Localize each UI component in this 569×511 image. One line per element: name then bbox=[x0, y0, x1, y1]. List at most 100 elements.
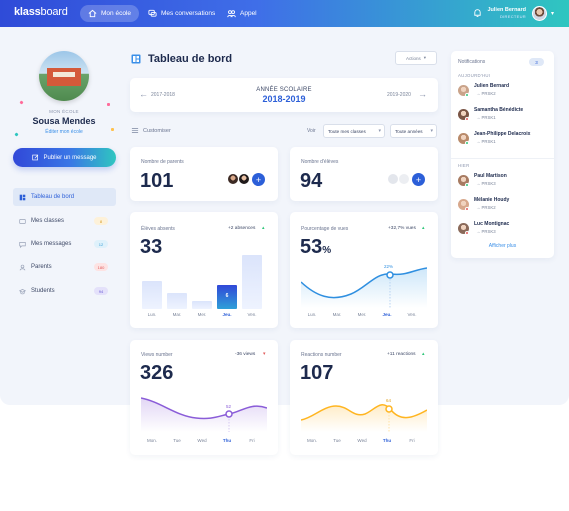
views-num-line bbox=[141, 397, 267, 420]
bar-data-label: 6 bbox=[225, 293, 229, 299]
x-tick-label: Tue bbox=[173, 438, 181, 443]
edit-school-link[interactable]: Éditer mon école bbox=[45, 129, 83, 135]
notification-class: → PRSK1 bbox=[476, 115, 496, 120]
x-tick-label: Mon. bbox=[146, 438, 157, 443]
status-dot bbox=[465, 207, 469, 211]
avatar[interactable] bbox=[458, 109, 469, 120]
dashboard-icon bbox=[131, 54, 141, 64]
bar-Mer.[interactable] bbox=[192, 301, 212, 309]
students-value: 94 bbox=[300, 170, 323, 192]
count-badge: 180 bbox=[94, 263, 108, 271]
chevron-down-icon: ▾ bbox=[430, 128, 433, 134]
reactions-area bbox=[301, 404, 427, 432]
avatar bbox=[238, 173, 250, 185]
trend-up-icon: ▴ bbox=[262, 226, 265, 231]
message-icon bbox=[19, 241, 26, 248]
notification-name[interactable]: Jean-Philippe Delacroix bbox=[474, 131, 531, 137]
x-tick-label: Mon. bbox=[306, 438, 317, 443]
views-pct-number: 53 bbox=[300, 236, 323, 258]
x-tick-label: Mer. bbox=[357, 312, 367, 317]
avatar[interactable] bbox=[458, 175, 469, 186]
parents-value: 101 bbox=[140, 170, 174, 192]
reactions-card bbox=[290, 340, 438, 455]
views-pct-line bbox=[301, 267, 427, 299]
notification-name[interactable]: Luc Montignac bbox=[474, 221, 510, 227]
chevron-down-icon: ▾ bbox=[378, 128, 381, 134]
count-badge: 94 bbox=[94, 287, 108, 295]
notification-name[interactable]: Paul Martison bbox=[474, 173, 507, 179]
status-dot bbox=[465, 231, 469, 235]
nav-label: Mes conversations bbox=[161, 10, 216, 17]
classes-select[interactable]: Toute mes classes ▾ bbox=[323, 124, 385, 138]
sidebar-item-mes-messages[interactable]: Mes messages 12 bbox=[13, 235, 116, 253]
actions-dropdown[interactable]: Actions ▾ bbox=[395, 51, 437, 65]
sidebar-item-mes-classes[interactable]: Mes classes 8 bbox=[13, 212, 116, 230]
x-tick-label: Lun. bbox=[307, 312, 317, 317]
dashboard-icon bbox=[19, 194, 26, 200]
sidebar-item-students[interactable]: Students 94 bbox=[13, 282, 116, 300]
reactions-label: Reactions number bbox=[301, 352, 342, 358]
status-dot bbox=[465, 183, 469, 187]
views-num-area bbox=[141, 398, 267, 432]
years-select[interactable]: Toute années ▾ bbox=[390, 124, 437, 138]
notification-name[interactable]: Mélanie Houdy bbox=[474, 197, 510, 203]
publish-message-button[interactable]: Publier un message bbox=[13, 148, 116, 167]
bar-Jeu.[interactable]: 6 bbox=[217, 285, 237, 309]
x-tick-label: Wed bbox=[357, 438, 367, 443]
reactions-point-label: 64 bbox=[386, 398, 392, 403]
views-num-label: Views number bbox=[141, 352, 173, 358]
highlight-point[interactable] bbox=[225, 410, 233, 418]
highlight-point[interactable] bbox=[386, 271, 394, 279]
chevron-down-icon[interactable]: ▾ bbox=[551, 11, 555, 17]
avatar bbox=[398, 173, 410, 185]
x-tick-label: Thu bbox=[222, 438, 232, 443]
absent-chip: +2 absences bbox=[228, 226, 256, 231]
nav-mon-ecole[interactable]: Mon école bbox=[80, 5, 139, 22]
view-label: Voir bbox=[307, 128, 316, 134]
nav-mes-conversations[interactable]: Mes conversations bbox=[140, 5, 223, 22]
arrow-left-icon[interactable]: ← bbox=[139, 89, 148, 99]
notifications-title: Notifications bbox=[458, 59, 486, 65]
bar-Lun.[interactable] bbox=[142, 281, 162, 309]
sidebar-item-label: Parents bbox=[31, 264, 52, 270]
avatar[interactable] bbox=[458, 133, 469, 144]
sidebar-item-parents[interactable]: Parents 180 bbox=[13, 258, 116, 276]
home-icon bbox=[88, 9, 97, 18]
avatar[interactable] bbox=[458, 85, 469, 96]
customize-button[interactable]: Customiser bbox=[131, 127, 171, 134]
avatar[interactable] bbox=[458, 199, 469, 210]
sidebar-item-label: Tableau de bord bbox=[31, 194, 75, 200]
bell-icon[interactable] bbox=[473, 8, 482, 18]
notification-name[interactable]: Samantha Bénédicte bbox=[474, 107, 524, 113]
status-dot bbox=[465, 141, 469, 145]
bar-Ven.[interactable] bbox=[242, 255, 262, 309]
previous-year-link[interactable]: 2017-2018 bbox=[151, 92, 175, 98]
logo[interactable]: klassboard bbox=[14, 6, 68, 18]
sliders-icon bbox=[131, 128, 139, 133]
highlight-point[interactable] bbox=[385, 405, 393, 413]
x-tick-label: Jeu. bbox=[222, 312, 232, 317]
bar-Mar.[interactable] bbox=[167, 293, 187, 309]
views-num-value: 326 bbox=[140, 362, 174, 384]
notification-name[interactable]: Julien Bernard bbox=[474, 83, 510, 89]
show-more-link[interactable]: Afficher plus bbox=[488, 243, 517, 249]
x-tick-label: Fri bbox=[249, 438, 255, 443]
nav-appel[interactable]: Appel bbox=[219, 5, 265, 22]
user-avatar[interactable] bbox=[532, 6, 547, 21]
user-name: Julien Bernard bbox=[487, 7, 526, 13]
absent-value: 33 bbox=[140, 236, 163, 258]
arrow-right-icon[interactable]: → bbox=[418, 89, 427, 99]
add-student-button[interactable]: + bbox=[412, 173, 425, 186]
school-year-selector bbox=[130, 78, 438, 112]
classes-icon bbox=[19, 218, 26, 224]
school-label: MON ÉCOLE bbox=[49, 109, 79, 114]
count-badge: 8 bbox=[94, 217, 108, 225]
customize-label: Customiser bbox=[143, 127, 171, 134]
sidebar-item-tableau-de-bord[interactable]: Tableau de bord bbox=[13, 188, 116, 206]
avatar[interactable] bbox=[458, 223, 469, 234]
notification-class: → PRSK2 bbox=[476, 91, 496, 96]
next-year-link[interactable]: 2019-2020 bbox=[387, 92, 411, 98]
notifications-panel bbox=[451, 51, 554, 258]
views-percentage-card bbox=[290, 212, 438, 328]
add-parent-button[interactable]: + bbox=[252, 173, 265, 186]
